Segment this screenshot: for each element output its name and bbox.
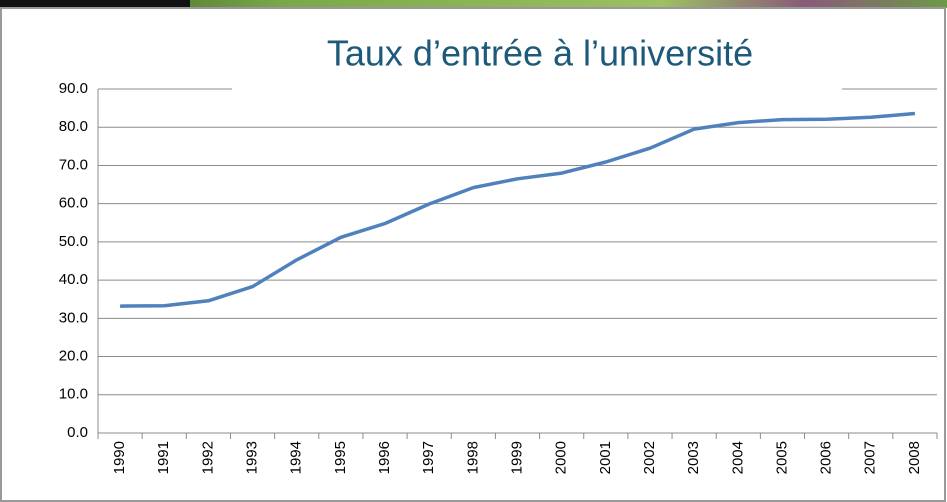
y-tick-label: 60.0 [59, 195, 88, 212]
x-tick-label: 1994 [288, 441, 305, 474]
x-tick-label: 1990 [111, 441, 128, 474]
x-tick-label: 1998 [464, 441, 481, 474]
x-tick-label: 1992 [199, 441, 216, 474]
x-tick-label: 2004 [729, 441, 746, 474]
x-tick-label: 1993 [244, 441, 261, 474]
x-tick-label: 1995 [332, 441, 349, 474]
y-tick-label: 0.0 [67, 424, 88, 441]
y-tick-label: 30.0 [59, 309, 88, 326]
x-tick-label: 1991 [155, 441, 172, 474]
grid [98, 88, 937, 434]
frame [0, 7, 946, 502]
x-tick-label: 2001 [597, 441, 614, 474]
chart-title: Taux d’entrée à l’université [327, 33, 753, 74]
data-line [120, 111, 916, 308]
x-tick-label: 2005 [773, 441, 790, 474]
x-tick-label: 1996 [376, 441, 393, 474]
y-tick-label: 20.0 [59, 348, 88, 365]
y-tick-label: 90.0 [59, 80, 88, 97]
y-tick-label: 10.0 [59, 386, 88, 403]
x-tick-label: 2003 [685, 441, 702, 474]
x-tick-label: 2002 [641, 441, 658, 474]
y-tick-label: 70.0 [59, 156, 88, 173]
x-tick-label: 2006 [818, 441, 835, 474]
header-strip [0, 0, 947, 8]
x-tick-label: 2000 [553, 441, 570, 474]
x-tick-label: 2008 [906, 441, 923, 474]
title-background [232, 28, 842, 98]
y-tick-label: 40.0 [59, 271, 88, 288]
x-tick-label: 1999 [508, 441, 525, 474]
x-tick-label: 2007 [862, 441, 879, 474]
header-dark [0, 0, 190, 8]
y-tick-label: 80.0 [59, 118, 88, 135]
x-tick-label: 1997 [420, 441, 437, 474]
y-tick-label: 50.0 [59, 233, 88, 250]
